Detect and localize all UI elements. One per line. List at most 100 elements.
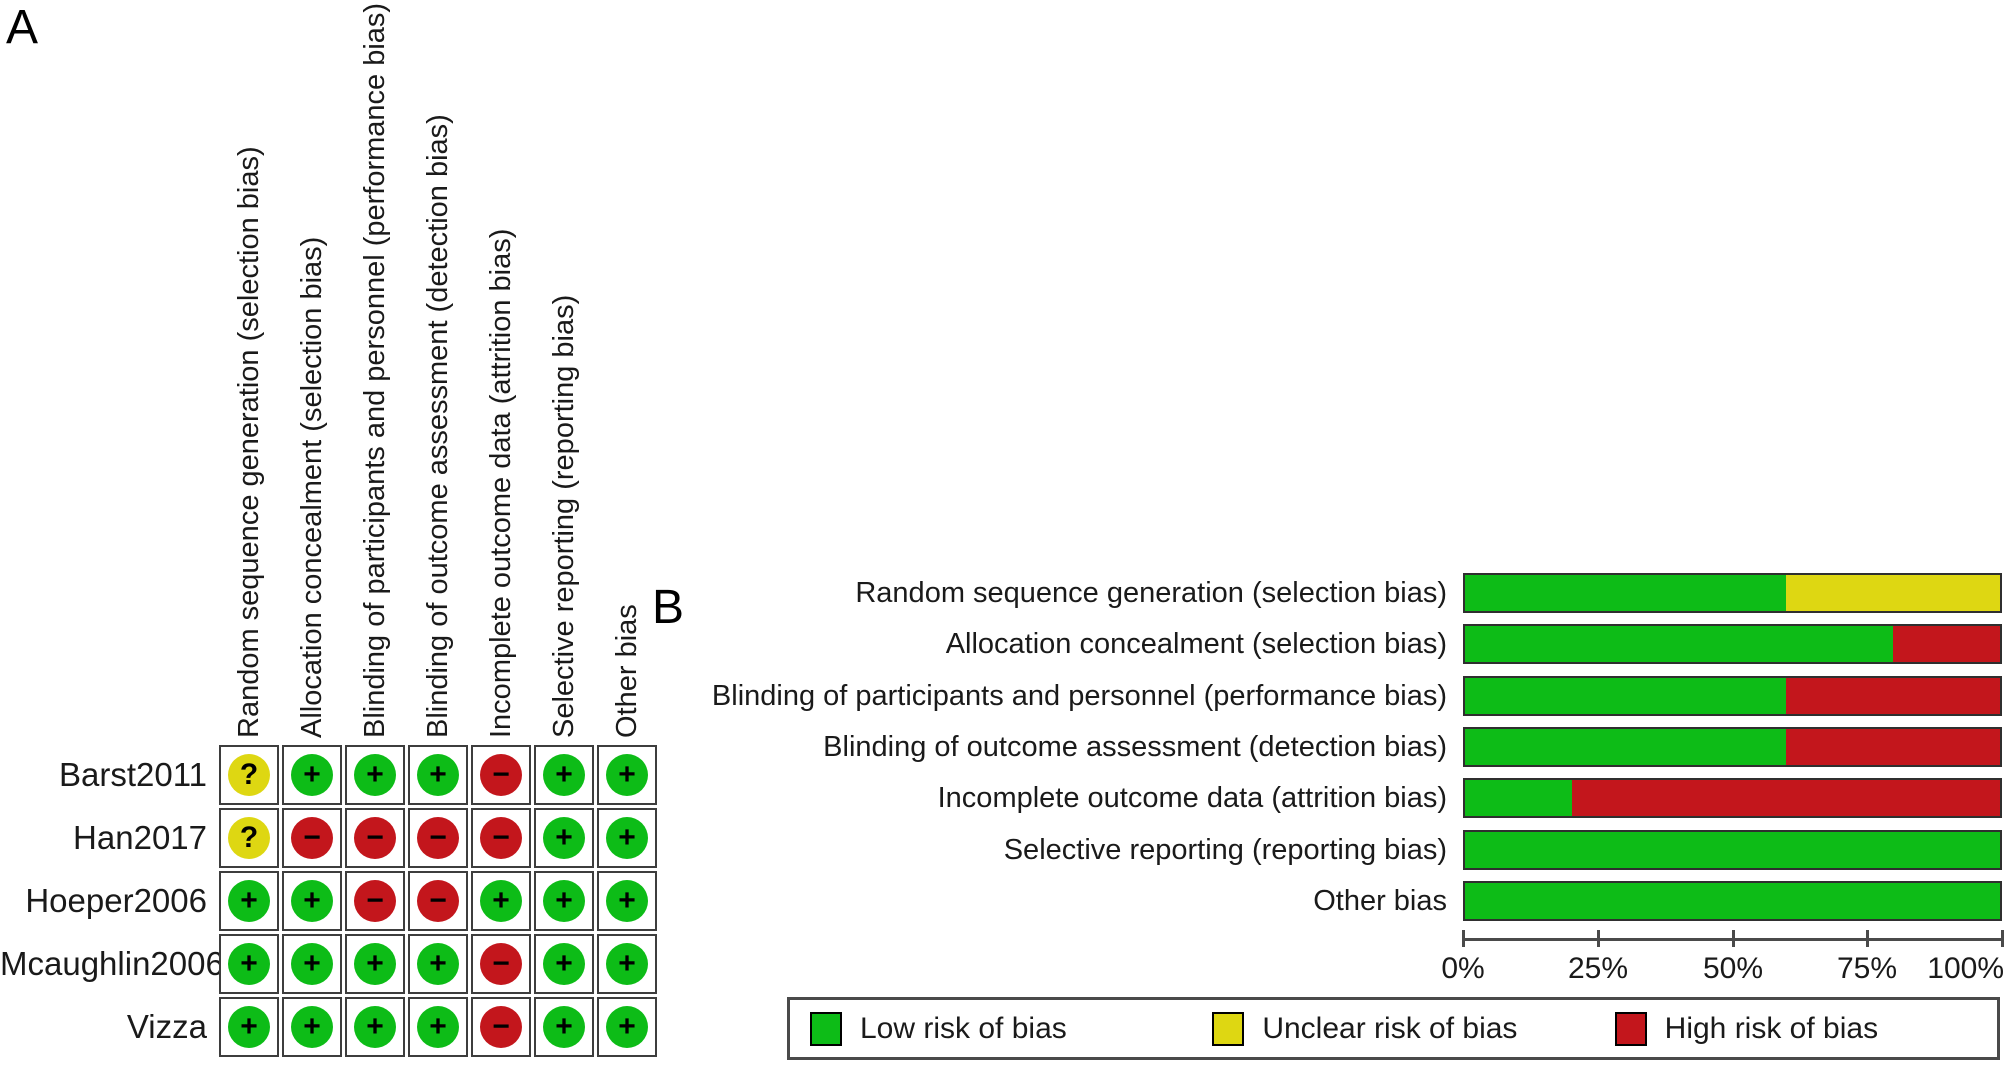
- judgement-symbol-low: +: [366, 1010, 384, 1043]
- judgement-cell: +: [219, 871, 279, 931]
- judgement-symbol-high: −: [492, 821, 510, 854]
- x-axis-tick: [2001, 930, 2004, 947]
- judgement-symbol-low: +: [303, 1010, 321, 1043]
- judgement-circle-low: +: [354, 943, 396, 985]
- bar-category-label: Selective reporting (reporting bias): [1003, 833, 1447, 866]
- judgement-cell: −: [408, 808, 468, 868]
- study-label: Barst2011: [59, 756, 207, 793]
- judgement-cell: +: [597, 934, 657, 994]
- column-header: Blinding of outcome assessment (detectio…: [422, 114, 454, 738]
- column-header: Blinding of participants and personnel (…: [359, 2, 391, 738]
- judgement-cell: +: [408, 997, 468, 1057]
- bar-row: [1463, 727, 2002, 767]
- bar-segment-high: [1786, 678, 2000, 714]
- column-header: Selective reporting (reporting bias): [548, 294, 580, 738]
- panel-b-label: B: [652, 581, 685, 634]
- judgement-cell: −: [471, 997, 531, 1057]
- legend-swatch-unclear: [1212, 1011, 1245, 1046]
- x-axis-tick-label: 75%: [1836, 952, 1898, 985]
- judgement-cell: −: [345, 808, 405, 868]
- study-label: Han2017: [73, 819, 207, 856]
- judgement-circle-high: −: [417, 817, 459, 859]
- judgement-symbol-low: +: [366, 758, 384, 791]
- column-header: Random sequence generation (selection bi…: [233, 146, 265, 738]
- judgement-symbol-high: −: [366, 884, 384, 917]
- judgement-circle-high: −: [480, 943, 522, 985]
- study-label: Vizza: [126, 1008, 207, 1045]
- judgement-circle-low: +: [228, 943, 270, 985]
- bar-category-label: Random sequence generation (selection bi…: [855, 576, 1447, 609]
- judgement-circle-high: −: [480, 1006, 522, 1048]
- judgement-cell: −: [408, 871, 468, 931]
- judgement-cell: +: [534, 934, 594, 994]
- judgement-cell: +: [282, 934, 342, 994]
- x-axis-tick-label: 50%: [1702, 952, 1764, 985]
- judgement-symbol-high: −: [492, 1010, 510, 1043]
- judgement-symbol-low: +: [555, 884, 573, 917]
- legend-item-low: Low risk of bias: [790, 1000, 1192, 1057]
- x-axis-tick: [1597, 930, 1600, 947]
- judgement-circle-low: +: [543, 1006, 585, 1048]
- judgement-cell: +: [345, 934, 405, 994]
- bar-segment-low: [1465, 575, 1786, 611]
- bar-segment-high: [1572, 780, 2000, 816]
- judgement-cell: +: [345, 745, 405, 805]
- legend-label-unclear: Unclear risk of bias: [1262, 1011, 1518, 1045]
- judgement-symbol-low: +: [303, 758, 321, 791]
- judgement-symbol-low: +: [429, 1010, 447, 1043]
- judgement-circle-low: +: [543, 754, 585, 796]
- judgement-symbol-high: −: [429, 821, 447, 854]
- judgement-symbol-low: +: [303, 884, 321, 917]
- judgement-circle-high: −: [480, 754, 522, 796]
- bar-segment-low: [1465, 626, 1893, 662]
- legend-swatch-high: [1614, 1011, 1647, 1046]
- judgement-symbol-low: +: [618, 1010, 636, 1043]
- judgement-cell: −: [471, 745, 531, 805]
- judgement-cell: +: [534, 871, 594, 931]
- bar-category-label: Incomplete outcome data (attrition bias): [937, 781, 1447, 814]
- bar-segment-high: [1786, 729, 2000, 765]
- judgement-circle-low: +: [228, 880, 270, 922]
- judgement-symbol-low: +: [240, 1010, 258, 1043]
- column-header: Incomplete outcome data (attrition bias): [485, 228, 517, 738]
- judgement-symbol-low: +: [492, 884, 510, 917]
- judgement-circle-low: +: [291, 1006, 333, 1048]
- bar-category-label: Allocation concealment (selection bias): [945, 627, 1447, 660]
- legend-label-high: High risk of bias: [1664, 1011, 1879, 1045]
- judgement-symbol-high: −: [492, 758, 510, 791]
- judgement-cell: +: [282, 871, 342, 931]
- judgement-cell: +: [597, 997, 657, 1057]
- judgement-cell: ?: [219, 745, 279, 805]
- bar-row: [1463, 573, 2002, 613]
- legend: Low risk of bias Unclear risk of bias High…: [787, 997, 2000, 1060]
- judgement-circle-low: +: [291, 943, 333, 985]
- judgement-symbol-low: +: [240, 947, 258, 980]
- bar-segment-low: [1465, 780, 1572, 816]
- study-label: Mcaughlin2006: [0, 945, 224, 982]
- judgement-cell: −: [471, 934, 531, 994]
- judgement-circle-low: +: [543, 817, 585, 859]
- judgement-cell: +: [534, 997, 594, 1057]
- judgement-cell: +: [219, 997, 279, 1057]
- bar-row: [1463, 624, 2002, 664]
- bar-segment-unclear: [1786, 575, 2000, 611]
- judgement-symbol-high: −: [492, 947, 510, 980]
- judgement-circle-high: −: [417, 880, 459, 922]
- bar-segment-high: [1893, 626, 2000, 662]
- judgement-circle-low: +: [291, 754, 333, 796]
- judgement-symbol-high: −: [429, 884, 447, 917]
- judgement-symbol-high: −: [303, 821, 321, 854]
- judgement-symbol-low: +: [555, 821, 573, 854]
- judgement-symbol-low: +: [618, 884, 636, 917]
- judgement-cell: +: [282, 997, 342, 1057]
- judgement-symbol-low: +: [555, 947, 573, 980]
- panel-a-label: A: [6, 1, 39, 54]
- judgement-circle-low: +: [417, 943, 459, 985]
- judgement-circle-low: +: [606, 1006, 648, 1048]
- judgement-symbol-low: +: [429, 758, 447, 791]
- bar-segment-low: [1465, 883, 2000, 919]
- bar-category-label: Other bias: [1313, 884, 1447, 917]
- judgement-cell: +: [534, 808, 594, 868]
- bar-segment-low: [1465, 678, 1786, 714]
